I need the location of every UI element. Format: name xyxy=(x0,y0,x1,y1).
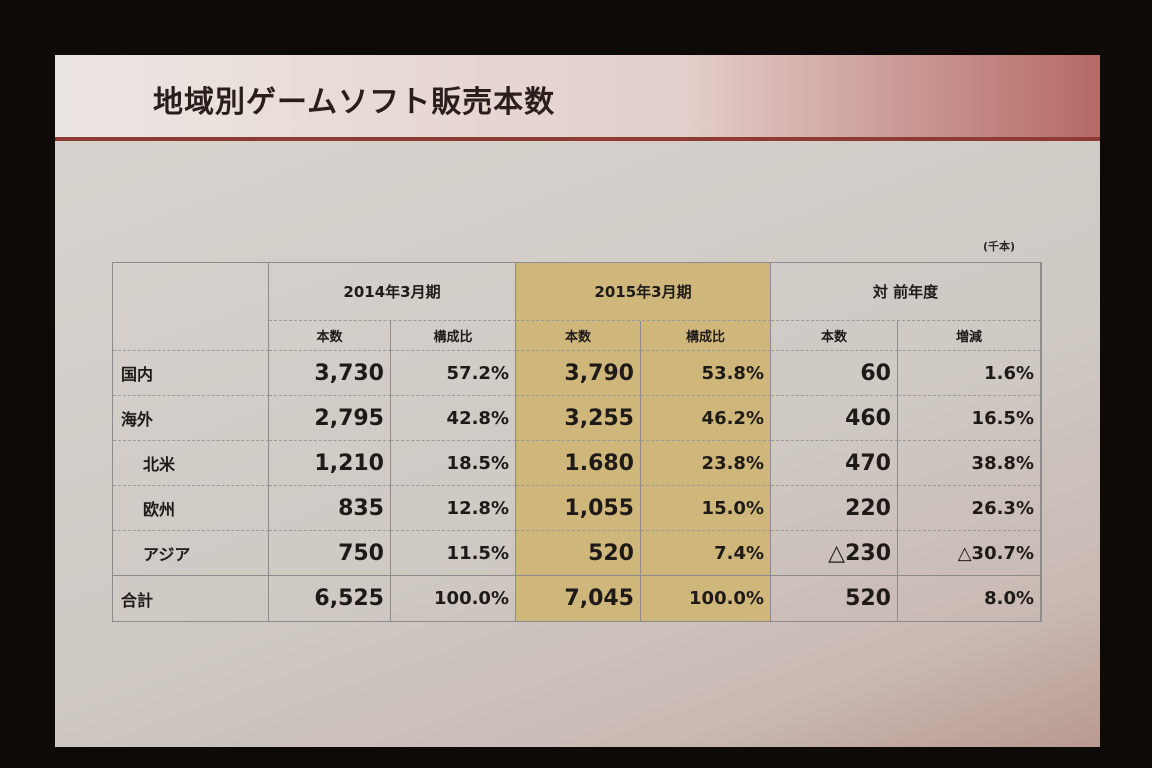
group-header: 2015年3月期 xyxy=(516,263,771,321)
sub-header: 構成比 xyxy=(391,321,516,351)
table-cell: 6,525 xyxy=(269,576,391,621)
row-label: 国内 xyxy=(113,351,269,396)
table-cell: 520 xyxy=(516,531,641,576)
table-cell: 100.0% xyxy=(391,576,516,621)
sub-header: 本数 xyxy=(269,321,391,351)
title-bar: 地域別ゲームソフト販売本数 xyxy=(55,55,1100,141)
table-cell: 15.0% xyxy=(641,486,771,531)
slide-title: 地域別ゲームソフト販売本数 xyxy=(153,85,556,120)
table-cell: 12.8% xyxy=(391,486,516,531)
sub-header: 増減 xyxy=(898,321,1041,351)
table-cell: 220 xyxy=(771,486,898,531)
table-cell: 11.5% xyxy=(391,531,516,576)
table-cell: 470 xyxy=(771,441,898,486)
table-cell: 1,210 xyxy=(269,441,391,486)
sub-header: 本数 xyxy=(516,321,641,351)
unit-label: (千本) xyxy=(983,240,1016,253)
table-cell: 1,055 xyxy=(516,486,641,531)
table-cell: 100.0% xyxy=(641,576,771,621)
table-cell: △230 xyxy=(771,531,898,576)
table-cell: 7,045 xyxy=(516,576,641,621)
slide: 地域別ゲームソフト販売本数 (千本) 2014年3月期 2015年3月期対 前年度… xyxy=(55,55,1100,747)
table-cell: 53.8% xyxy=(641,351,771,396)
table-cell: 1.6% xyxy=(898,351,1041,396)
table-cell: 42.8% xyxy=(391,396,516,441)
table-cell: △30.7% xyxy=(898,531,1041,576)
table-cell: 23.8% xyxy=(641,441,771,486)
table-cell: 835 xyxy=(269,486,391,531)
row-label: 海外 xyxy=(113,396,269,441)
sub-header: 構成比 xyxy=(641,321,771,351)
group-header: 対 前年度 xyxy=(771,263,1041,321)
table-cell: 8.0% xyxy=(898,576,1041,621)
table-cell: 2,795 xyxy=(269,396,391,441)
sub-header: 本数 xyxy=(771,321,898,351)
table: 2014年3月期 2015年3月期対 前年度 本数 構成比 本数 構成比 本数 増減 国内 3,7… xyxy=(112,262,1042,622)
row-label: アジア xyxy=(113,531,269,576)
table-cell: 16.5% xyxy=(898,396,1041,441)
table-cell: 18.5% xyxy=(391,441,516,486)
table-cell: 3,790 xyxy=(516,351,641,396)
table-cell: 520 xyxy=(771,576,898,621)
table-cell: 38.8% xyxy=(898,441,1041,486)
table-cell: 57.2% xyxy=(391,351,516,396)
group-header: 2014年3月期 xyxy=(269,263,516,321)
table-cell: 26.3% xyxy=(898,486,1041,531)
table-cell: 60 xyxy=(771,351,898,396)
row-label: 合計 xyxy=(113,576,269,621)
row-label: 北米 xyxy=(113,441,269,486)
corner-cell xyxy=(113,263,269,351)
table-cell: 3,255 xyxy=(516,396,641,441)
table-cell: 46.2% xyxy=(641,396,771,441)
table-cell: 750 xyxy=(269,531,391,576)
row-label: 欧州 xyxy=(113,486,269,531)
table-cell: 460 xyxy=(771,396,898,441)
table-cell: 7.4% xyxy=(641,531,771,576)
table-cell: 1.680 xyxy=(516,441,641,486)
table-cell: 3,730 xyxy=(269,351,391,396)
